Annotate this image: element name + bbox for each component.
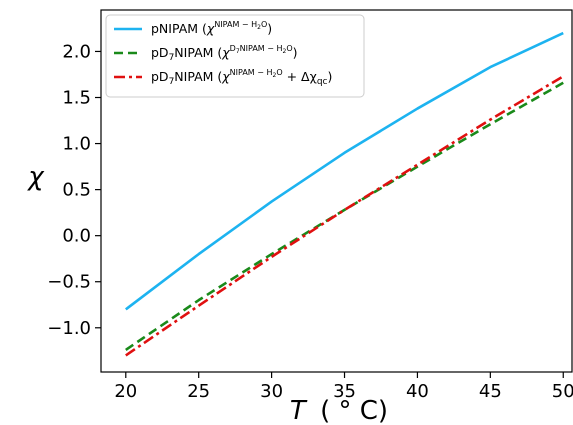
y-tick-label: 0.5 [62,180,91,201]
x-tick-label: 50 [552,381,573,402]
legend: pNIPAM (χNIPAM − H2O) pD7NIPAM (χD7NIPAM … [105,14,365,98]
series-line-2 [125,75,564,357]
y-tick-label: 0.0 [62,226,91,247]
series-line-0 [125,31,564,311]
x-tick-label: 25 [187,381,210,402]
plot-area [125,31,564,357]
y-tick-label: 1.0 [62,134,91,155]
x-axis-label-unit: ( ° C) [320,396,388,425]
x-tick-label: 45 [479,381,502,402]
x-tick-label: 35 [333,381,356,402]
axis-labels: T ( ° C) χ [26,162,388,425]
axes-frame [100,9,573,373]
y-tick-label: −1.0 [47,318,91,339]
y-tick-label: −0.5 [47,272,91,293]
x-tick-label: 40 [406,381,429,402]
x-tick-label: 20 [114,381,137,402]
legend-label-1: pD7NIPAM (χD7NIPAM − H2O) [151,44,298,63]
legend-label-0: pNIPAM (χNIPAM − H2O) [151,20,272,36]
legend-label-2: pD7NIPAM (χNIPAM − H2O + Δχqc) [151,68,332,87]
y-tick-label: 1.5 [62,88,91,109]
ticks: 20 25 30 35 40 45 50 −1.0 −0.5 0.0 0.5 1.0 1.5 2.0 [47,41,573,402]
series-line-1 [125,81,564,351]
x-axis-label: T ( ° C) [290,396,388,425]
x-axis-label-var: T [290,396,308,425]
y-tick-label: 2.0 [62,41,91,62]
legend-box [105,14,365,98]
axes [100,9,573,373]
x-tick-label: 30 [260,381,283,402]
y-axis-label: χ [26,162,45,192]
